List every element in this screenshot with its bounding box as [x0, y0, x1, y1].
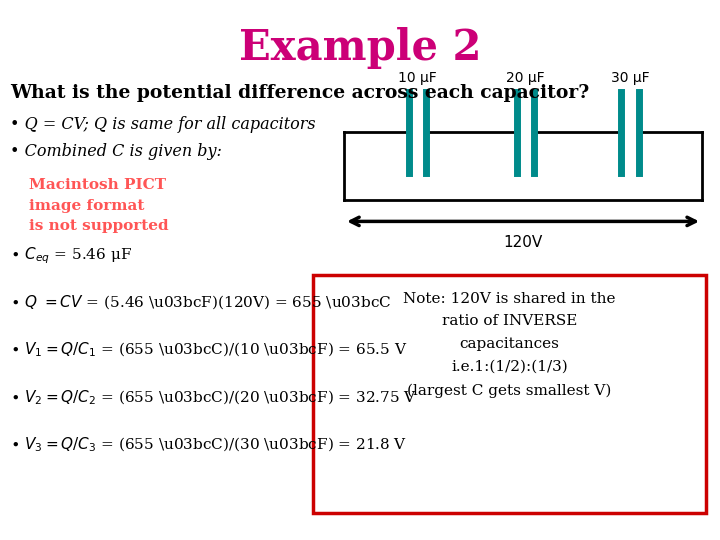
Text: $\bullet$ $V_3$$= Q/C_3$ = (655 \u03bcC)/(30 \u03bcF) = 21.8 V: $\bullet$ $V_3$$= Q/C_3$ = (655 \u03bcC)…	[10, 436, 407, 454]
Text: 30 μF: 30 μF	[611, 71, 649, 85]
Text: Macintosh PICT
image format
is not supported: Macintosh PICT image format is not suppo…	[29, 178, 168, 233]
Text: 120V: 120V	[503, 235, 543, 250]
Text: $\bullet$ $C_{eq}$ = 5.46 μF: $\bullet$ $C_{eq}$ = 5.46 μF	[10, 246, 132, 266]
Text: Example 2: Example 2	[239, 27, 481, 69]
Text: $\bullet$ $V_2$$= Q/C_2$ = (655 \u03bcC)/(20 \u03bcF) = 32.75 V: $\bullet$ $V_2$$= Q/C_2$ = (655 \u03bcC)…	[10, 388, 418, 407]
Text: 10 μF: 10 μF	[398, 71, 437, 85]
Bar	[313, 275, 706, 513]
Text: $\bullet$ $Q$ $= CV$ = (5.46 \u03bcF)(120V) = 655 \u03bcC: $\bullet$ $Q$ $= CV$ = (5.46 \u03bcF)(12…	[10, 293, 392, 311]
Text: • Q = CV; Q is same for all capacitors: • Q = CV; Q is same for all capacitors	[10, 116, 315, 133]
Text: $\bullet$ $V_1$$= Q/C_1$ = (655 \u03bcC)/(10 \u03bcF) = 65.5 V: $\bullet$ $V_1$$= Q/C_1$ = (655 \u03bcC)…	[10, 341, 408, 359]
Text: • Combined C is given by:: • Combined C is given by:	[10, 143, 222, 160]
Text: 20 μF: 20 μF	[506, 71, 545, 85]
Text: Note: 120V is shared in the
ratio of INVERSE
capacitances
i.e.1:(1/2):(1/3)
(lar: Note: 120V is shared in the ratio of INV…	[403, 292, 616, 397]
Text: What is the potential difference across each capacitor?: What is the potential difference across …	[10, 84, 590, 102]
